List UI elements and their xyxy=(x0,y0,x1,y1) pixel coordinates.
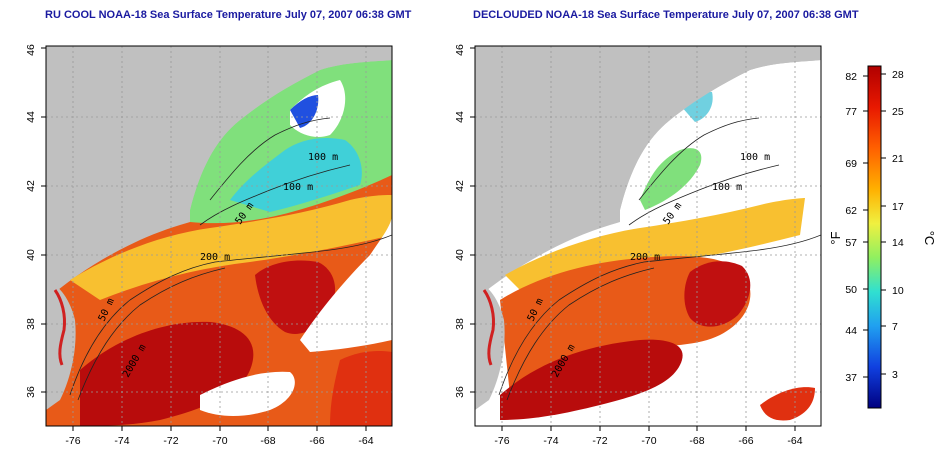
x-tick-label: -70 xyxy=(641,435,656,447)
warm-eddy xyxy=(255,260,336,334)
c-tick-label: 28 xyxy=(892,69,904,81)
cloud-patch-south xyxy=(200,371,295,416)
y-tick-label: 44 xyxy=(454,111,466,123)
left-map-title: RU COOL NOAA-18 Sea Surface Temperature … xyxy=(45,9,412,21)
x-tick-label: -70 xyxy=(212,435,227,447)
colorbar: °F °C 82 77 69 62 57 50 44 37 28 25 21 1… xyxy=(828,65,937,409)
x-tick-label: -66 xyxy=(738,435,753,447)
x-tick-label: -68 xyxy=(260,435,275,447)
y-tick-label: 44 xyxy=(25,111,37,123)
right-map-title: DECLOUDED NOAA-18 Sea Surface Temperatur… xyxy=(473,9,859,21)
x-tick-label: -76 xyxy=(494,435,509,447)
y-tick-label: 42 xyxy=(25,180,37,192)
warm-eddy xyxy=(684,261,751,327)
land-mask xyxy=(46,46,392,280)
c-tick-label: 25 xyxy=(892,106,904,118)
y-tick-label: 36 xyxy=(454,386,466,398)
left-map-imagery xyxy=(46,46,392,426)
right-y-axis: 36 38 40 42 44 46 xyxy=(454,44,475,398)
contour-label: 100 m xyxy=(308,152,338,163)
warm-southeast xyxy=(330,350,392,426)
y-tick-label: 36 xyxy=(25,386,37,398)
y-tick-label: 38 xyxy=(454,318,466,330)
c-tick-label: 21 xyxy=(892,153,904,165)
c-tick-label: 14 xyxy=(892,237,904,249)
celsius-label: °C xyxy=(922,231,937,246)
f-tick-label: 69 xyxy=(845,158,857,170)
land-mask xyxy=(475,46,821,280)
f-tick-label: 44 xyxy=(845,325,857,337)
right-x-axis: -76 -74 -72 -70 -68 -66 -64 xyxy=(494,426,803,447)
right-grid xyxy=(475,46,821,426)
y-tick-label: 40 xyxy=(25,249,37,261)
colorbar-gradient xyxy=(867,65,882,409)
x-tick-label: -74 xyxy=(114,435,129,447)
x-tick-label: -64 xyxy=(358,435,373,447)
left-map-frame xyxy=(45,45,393,427)
contour-label: 100 m xyxy=(712,182,742,193)
warm-patch xyxy=(760,387,815,421)
left-y-axis: 36 38 40 42 44 46 xyxy=(25,44,46,398)
f-tick-label: 77 xyxy=(845,106,857,118)
right-map-panel: 100 m 100 m 50 m 200 m 50 m 2000 m -76 -… xyxy=(454,44,822,447)
y-tick-label: 46 xyxy=(25,44,37,56)
cloud-bank xyxy=(300,215,392,352)
x-tick-label: -64 xyxy=(787,435,802,447)
f-tick-label: 57 xyxy=(845,237,857,249)
f-tick-label: 37 xyxy=(845,372,857,384)
contour-200m xyxy=(69,234,392,396)
right-map-frame xyxy=(474,45,822,427)
contour-label: 100 m xyxy=(283,182,313,193)
x-tick-label: -72 xyxy=(163,435,178,447)
transition-water xyxy=(70,195,392,300)
x-tick-label: -72 xyxy=(592,435,607,447)
celsius-ticks: 28 25 21 17 14 10 7 3 xyxy=(881,69,904,381)
chesapeake-bay xyxy=(53,289,66,366)
y-tick-label: 42 xyxy=(454,180,466,192)
left-grid xyxy=(46,46,392,426)
left-x-axis: -76 -74 -72 -70 -68 -66 -64 xyxy=(65,426,374,447)
contour-50m xyxy=(638,117,760,201)
c-tick-label: 10 xyxy=(892,285,904,297)
chesapeake-bay xyxy=(482,289,495,366)
gulf-stream xyxy=(500,339,683,420)
f-tick-label: 62 xyxy=(845,205,857,217)
contour-label: 100 m xyxy=(740,152,770,163)
contour-2000m xyxy=(506,267,655,401)
x-tick-label: -66 xyxy=(309,435,324,447)
contour-200m xyxy=(498,234,821,396)
left-map-panel: 50 m 100 m 100 m 200 m 50 m 2000 m -76 -… xyxy=(25,44,393,447)
fahrenheit-ticks: 82 77 69 62 57 50 44 37 xyxy=(845,71,868,384)
fahrenheit-label: °F xyxy=(828,231,843,244)
right-map-imagery xyxy=(475,46,821,426)
f-tick-label: 50 xyxy=(845,284,857,296)
y-tick-label: 46 xyxy=(454,44,466,56)
y-tick-label: 38 xyxy=(25,318,37,330)
c-tick-label: 17 xyxy=(892,201,904,213)
x-tick-label: -74 xyxy=(543,435,558,447)
c-tick-label: 7 xyxy=(892,321,898,333)
c-tick-label: 3 xyxy=(892,369,898,381)
x-tick-label: -76 xyxy=(65,435,80,447)
cold-spot xyxy=(290,95,319,128)
f-tick-label: 82 xyxy=(845,71,857,83)
contour-label: 200 m xyxy=(200,252,230,263)
contour-label: 200 m xyxy=(630,252,660,263)
contour-2000m xyxy=(77,267,226,401)
x-tick-label: -68 xyxy=(689,435,704,447)
y-tick-label: 40 xyxy=(454,249,466,261)
contour-50m xyxy=(209,117,331,201)
cold-water xyxy=(230,138,362,212)
cool-water xyxy=(640,148,702,210)
